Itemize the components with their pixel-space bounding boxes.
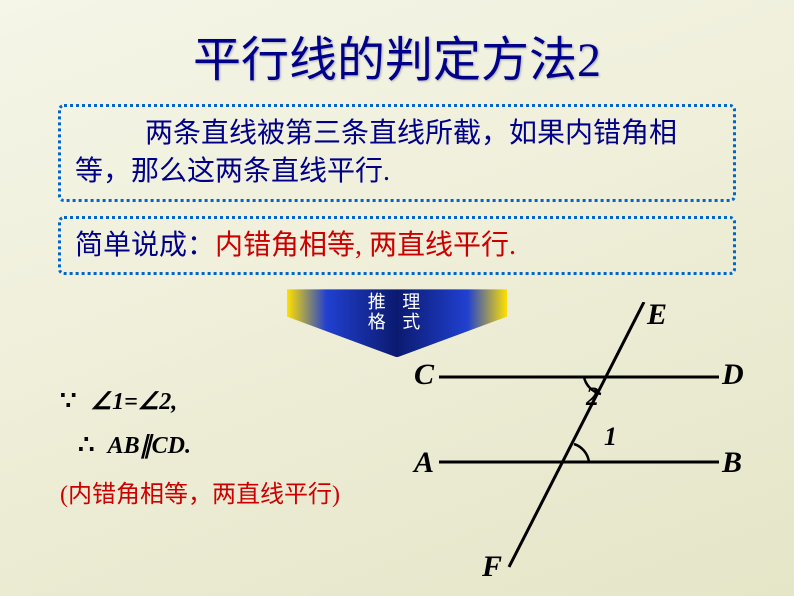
label-C: C [414,358,434,392]
summary-prefix: 简单说成： [75,230,215,261]
label-B: B [722,446,742,480]
label-angle-2: 2 [586,382,599,412]
proof-conclusion: AB∥CD. [108,433,191,459]
label-E: E [647,298,667,332]
proof-block: ∵ ∠1=∠2, ∴ AB∥CD. (内错角相等，两直线平行) [60,386,340,509]
geometry-diagram: E C D A B F 2 1 [404,302,754,582]
label-F: F [482,550,502,584]
proof-line-2: ∴ AB∥CD. [78,430,340,460]
diagram-svg [404,302,754,582]
label-angle-1: 1 [604,422,617,452]
proof-reason: (内错角相等，两直线平行) [60,474,340,509]
label-D: D [722,358,744,392]
proof-line-1: ∵ ∠1=∠2, [60,386,340,416]
because-symbol: ∵ [60,386,77,415]
summary-box: 简单说成：内错角相等, 两直线平行. [58,216,736,276]
therefore-symbol: ∴ [78,430,95,459]
label-A: A [414,446,434,480]
page-title: 平行线的判定方法2 [0,0,794,90]
theorem-box: 两条直线被第三条直线所截，如果内错角相等，那么这两条直线平行. [58,104,736,202]
angle-1-arc [574,444,589,462]
proof-premise: ∠1=∠2, [91,389,178,415]
theorem-text: 两条直线被第三条直线所截，如果内错角相等，那么这两条直线平行. [75,118,677,187]
summary-red: 内错角相等, 两直线平行. [215,230,516,261]
line-EF [509,302,644,567]
